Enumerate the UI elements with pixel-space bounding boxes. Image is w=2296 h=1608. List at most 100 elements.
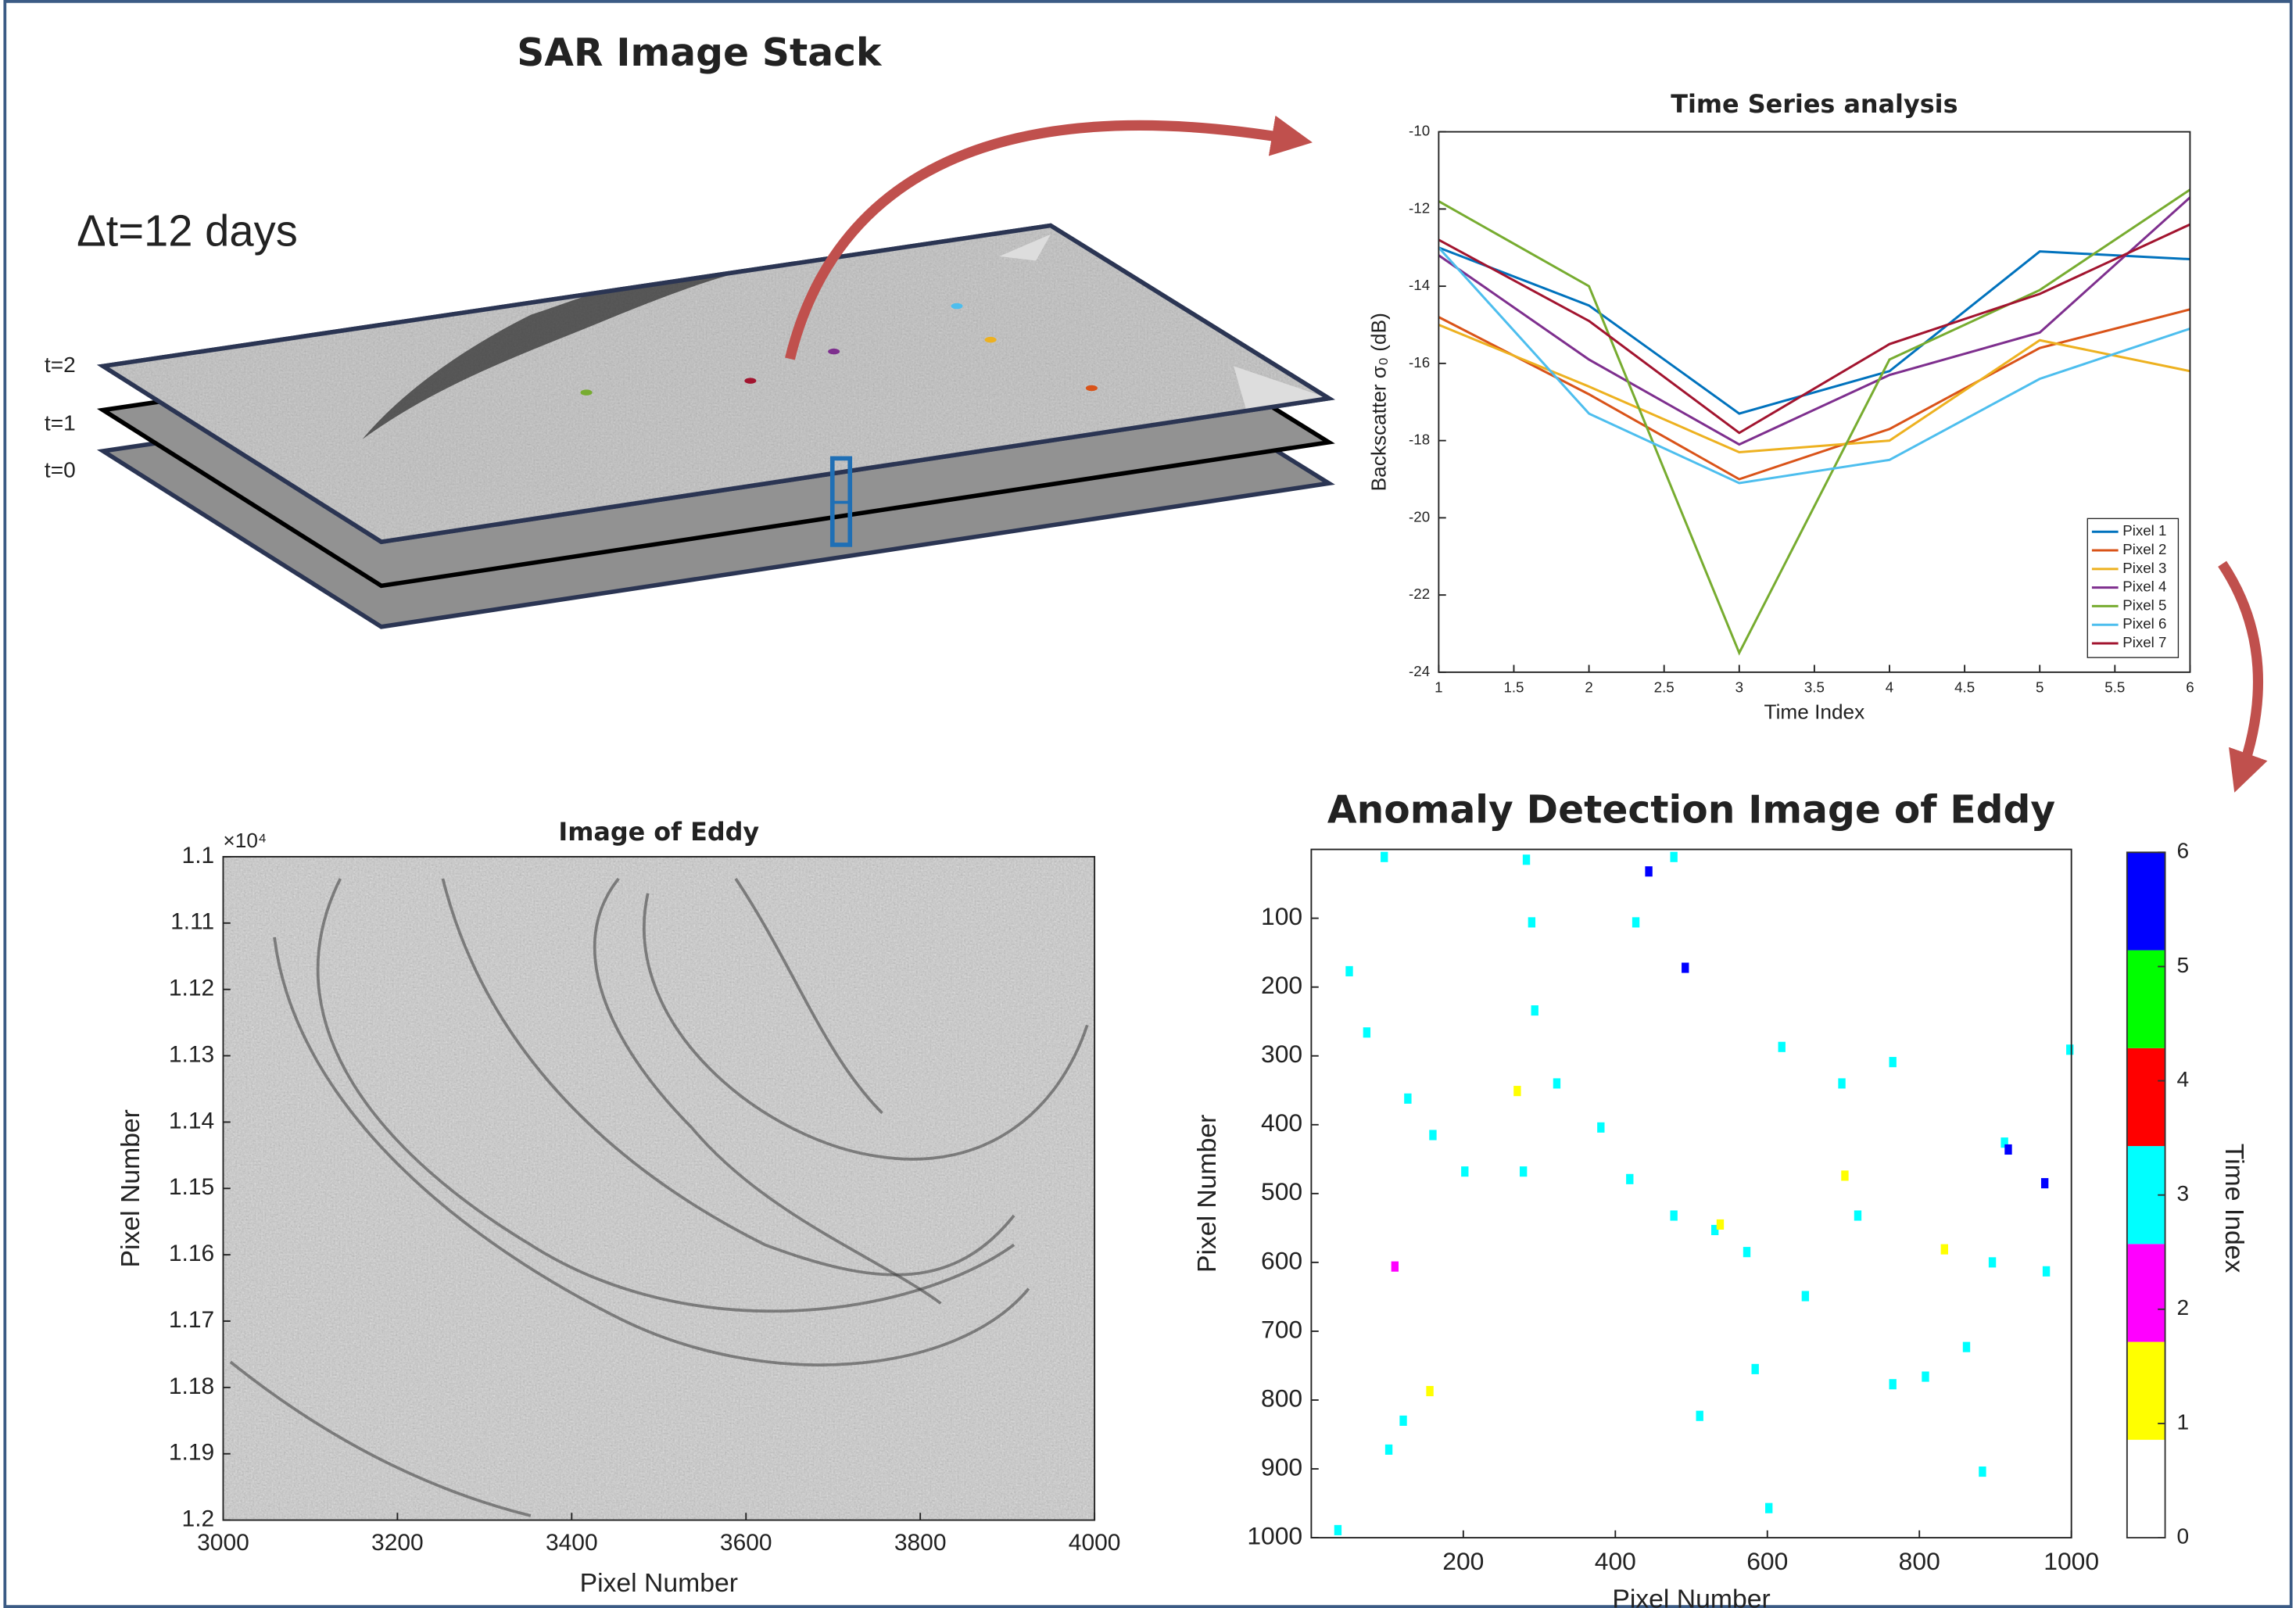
anomaly-pixel [1626, 1173, 1634, 1184]
flow-arrow [785, 115, 1313, 360]
legend-label: Pixel 6 [2122, 615, 2166, 632]
flow-arrow [2218, 560, 2268, 793]
x-tick-label: 3600 [720, 1530, 772, 1556]
x-tick-label: 2 [1585, 679, 1592, 695]
anomaly-pixel [1553, 1078, 1561, 1089]
legend-label: Pixel 7 [2122, 634, 2166, 650]
x-axis-label: Pixel Number [1612, 1585, 1770, 1608]
anomaly-pixel [1765, 1502, 1773, 1513]
anomaly-pixel [2000, 1137, 2008, 1148]
chart: 0 1 2 3 4 5 6 Time Index 200 400 600 800 1000 100 200 3… [1192, 789, 2249, 1608]
y-tick-label: 1.15 [169, 1174, 214, 1200]
x-tick-label: 3400 [546, 1530, 598, 1556]
legend-label: Pixel 5 [2122, 596, 2166, 613]
colorbar-tick-label: 3 [2177, 1181, 2190, 1205]
anomaly-pixel [1841, 1170, 1849, 1181]
x-tick-label: 4000 [1069, 1530, 1121, 1556]
y-tick-label: -22 [1409, 586, 1430, 602]
eddy-streak [734, 878, 883, 1115]
anomaly-pixel [1696, 1410, 1703, 1421]
anomaly-pixel [1363, 1027, 1371, 1038]
anomaly-pixel [1404, 1093, 1412, 1104]
y-tick-label: -12 [1409, 199, 1430, 216]
eddy-streak [273, 937, 1030, 1366]
layer-label: t=0 [45, 458, 76, 482]
anomaly-pixel [1528, 917, 1536, 928]
layer-label: t=1 [45, 411, 76, 435]
colorbar-segment [2126, 1341, 2165, 1440]
anomaly-pixel [1743, 1247, 1751, 1258]
pixel-dot [1085, 385, 1098, 392]
anomaly-pixel [1399, 1415, 1407, 1426]
eddy-image [223, 856, 1095, 1520]
layer-outline [96, 223, 1335, 545]
y-tick-label: 1.18 [169, 1373, 214, 1399]
y-tick-label: 1.16 [169, 1241, 214, 1266]
anomaly-pixel [1391, 1261, 1399, 1272]
colorbar-tick-label: 0 [2177, 1524, 2190, 1548]
y-tick-label: 1.14 [169, 1108, 214, 1133]
colorbar-tick-label: 1 [2177, 1409, 2190, 1434]
x-axis-label: Pixel Number [580, 1568, 738, 1598]
anomaly-pixel [1889, 1379, 1897, 1390]
y-tick-label: 200 [1261, 971, 1302, 999]
series-line [1438, 246, 2190, 415]
pixel-dot [580, 389, 593, 396]
y-tick-label: 100 [1261, 902, 1302, 930]
x-tick-label: 4.5 [1954, 679, 1975, 695]
anomaly-pixel [1854, 1210, 1862, 1221]
y-tick-label: 600 [1261, 1246, 1302, 1274]
colorbar-label: Time Index [2219, 1144, 2249, 1273]
anomaly-pixel [1513, 1086, 1521, 1097]
colorbar-segment [2126, 1244, 2165, 1342]
anomaly-pixel [1979, 1466, 1986, 1477]
x-tick-label: 800 [1899, 1547, 1940, 1575]
x-tick-label: 600 [1746, 1547, 1788, 1575]
series-line [1438, 223, 2191, 435]
pixel-dot [951, 303, 963, 310]
colorbar-tick-label: 5 [2177, 953, 2190, 977]
x-tick-label: 400 [1595, 1547, 1636, 1575]
pixel-dot [828, 348, 840, 355]
anomaly-pixel [1632, 917, 1640, 928]
anomaly-pixel [1426, 1385, 1434, 1397]
anomaly-pixel [1461, 1166, 1469, 1177]
y-axis-label: Pixel Number [116, 1109, 145, 1267]
y-axis-label: Backscatter σ₀ (dB) [1366, 313, 1390, 491]
colorbar-segment [2126, 1439, 2165, 1538]
eddy-streak [316, 878, 1015, 1313]
y-tick-label: 1.2 [182, 1506, 215, 1532]
anomaly-pixel [1710, 1224, 1719, 1236]
anomaly-pixel [2042, 1266, 2051, 1277]
x-tick-label: 6 [2186, 679, 2194, 695]
colorbar-tick-label: 4 [2177, 1067, 2190, 1091]
anomaly-pixel [2066, 1044, 2074, 1055]
y-tick-label: -20 [1409, 508, 1430, 525]
x-tick-label: 3200 [371, 1530, 424, 1556]
pixel-dot [744, 378, 757, 384]
anomaly-pixel [1962, 1341, 1971, 1352]
y-tick-label: 1000 [1247, 1521, 1302, 1549]
x-tick-label: 5 [2036, 679, 2043, 695]
eddy-streak [593, 877, 942, 1305]
x-axis-label: Time Index [1764, 700, 1865, 723]
x-tick-label: 3 [1735, 679, 1743, 695]
anomaly-pixel [1889, 1057, 1897, 1068]
eddy-streak [229, 1360, 532, 1517]
eddy-streak [643, 893, 1089, 1161]
anomaly-pixel [1670, 1210, 1678, 1221]
series-line [1438, 188, 2191, 656]
anomaly-pixel [1940, 1244, 1948, 1255]
plot-area [1311, 849, 2072, 1538]
anomaly-pixel [1345, 965, 1353, 976]
y-multiplier: ×10⁴ [223, 829, 267, 852]
layer-label: t=2 [45, 353, 76, 377]
y-tick-label: 900 [1261, 1452, 1302, 1481]
anomaly-pixel [1597, 1122, 1605, 1133]
chart-title: Image of Eddy [558, 817, 759, 847]
x-tick-label: 1 [1435, 679, 1442, 695]
y-tick-label: -14 [1409, 277, 1430, 293]
